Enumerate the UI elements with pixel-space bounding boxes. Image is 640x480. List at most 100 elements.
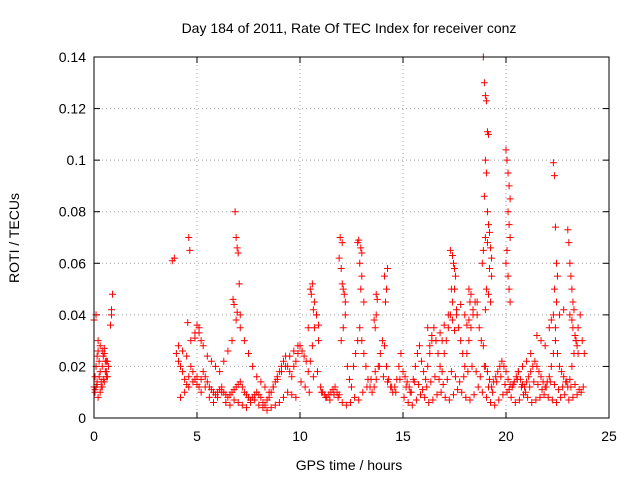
data-point xyxy=(535,368,543,376)
data-point xyxy=(420,368,428,376)
data-point xyxy=(185,373,193,381)
data-point xyxy=(338,239,346,247)
x-tick-label: 10 xyxy=(292,428,308,444)
data-point xyxy=(487,399,495,407)
data-point xyxy=(560,306,568,314)
data-point xyxy=(294,350,302,358)
data-point xyxy=(550,285,558,293)
data-point xyxy=(231,208,239,216)
data-point xyxy=(240,337,248,345)
data-point xyxy=(242,404,250,412)
data-point xyxy=(484,383,492,391)
data-point xyxy=(273,375,281,383)
data-point xyxy=(464,368,472,376)
data-point xyxy=(477,337,485,345)
data-point xyxy=(505,221,513,229)
data-point xyxy=(357,244,365,252)
data-point xyxy=(452,272,460,280)
data-point xyxy=(314,368,322,376)
data-point xyxy=(447,368,455,376)
data-point xyxy=(545,324,553,332)
data-point xyxy=(530,378,538,386)
data-point xyxy=(551,324,559,332)
data-point xyxy=(228,337,236,345)
data-point xyxy=(498,357,506,365)
data-point xyxy=(384,378,392,386)
data-point xyxy=(481,306,489,314)
x-tick-label: 25 xyxy=(601,428,617,444)
data-point xyxy=(505,182,513,190)
data-point xyxy=(95,373,103,381)
data-point xyxy=(335,254,343,262)
data-point xyxy=(463,321,471,329)
data-point xyxy=(317,383,325,391)
data-point xyxy=(504,169,512,177)
data-point xyxy=(527,350,535,358)
data-point xyxy=(540,391,548,399)
y-tick-label: 0 xyxy=(78,410,86,426)
data-point xyxy=(435,375,443,383)
data-point xyxy=(95,357,103,365)
data-point xyxy=(433,391,441,399)
data-point xyxy=(209,399,217,407)
data-point xyxy=(402,383,410,391)
data-point xyxy=(451,326,458,334)
data-point xyxy=(456,378,464,386)
data-point xyxy=(100,350,108,358)
data-point xyxy=(503,156,511,164)
data-point xyxy=(187,337,195,345)
data-point xyxy=(451,264,458,272)
data-point xyxy=(549,311,557,319)
data-point xyxy=(445,396,453,404)
data-point xyxy=(355,236,363,244)
data-point xyxy=(384,264,392,272)
data-point xyxy=(502,146,510,154)
data-point xyxy=(483,239,491,247)
data-point xyxy=(205,393,213,401)
data-point xyxy=(233,244,241,252)
data-point xyxy=(552,399,560,407)
data-point xyxy=(550,172,558,180)
data-point xyxy=(488,272,496,280)
data-point xyxy=(220,357,228,365)
data-point xyxy=(457,337,465,345)
x-tick-label: 0 xyxy=(90,428,98,444)
data-marks xyxy=(90,53,588,414)
data-point xyxy=(517,383,525,391)
data-point xyxy=(292,357,300,365)
data-point xyxy=(425,399,433,407)
data-point xyxy=(261,383,269,391)
data-point xyxy=(397,350,405,358)
data-point xyxy=(552,259,560,267)
data-point xyxy=(370,383,378,391)
data-point xyxy=(201,373,209,381)
data-point xyxy=(574,350,582,358)
data-point xyxy=(189,368,197,376)
data-point xyxy=(430,324,438,332)
data-point xyxy=(238,383,246,391)
data-point xyxy=(341,311,349,319)
data-point xyxy=(473,311,481,319)
data-point xyxy=(199,342,207,350)
data-point xyxy=(226,401,234,409)
data-point xyxy=(480,79,488,87)
data-point xyxy=(381,298,389,306)
data-point xyxy=(216,368,224,376)
data-point xyxy=(468,362,476,370)
data-point xyxy=(404,399,412,407)
data-point xyxy=(400,393,408,401)
data-point xyxy=(469,306,477,314)
data-point xyxy=(567,383,575,391)
data-point xyxy=(282,362,290,370)
data-point xyxy=(355,396,363,404)
data-point xyxy=(406,388,414,396)
data-point xyxy=(422,375,430,383)
data-point xyxy=(556,311,564,319)
data-point xyxy=(465,285,473,293)
x-tick-label: 15 xyxy=(395,428,411,444)
data-point xyxy=(235,280,243,288)
y-tick-label: 0.02 xyxy=(59,358,86,374)
data-point xyxy=(573,391,581,399)
data-point xyxy=(300,352,308,360)
data-point xyxy=(431,373,439,381)
